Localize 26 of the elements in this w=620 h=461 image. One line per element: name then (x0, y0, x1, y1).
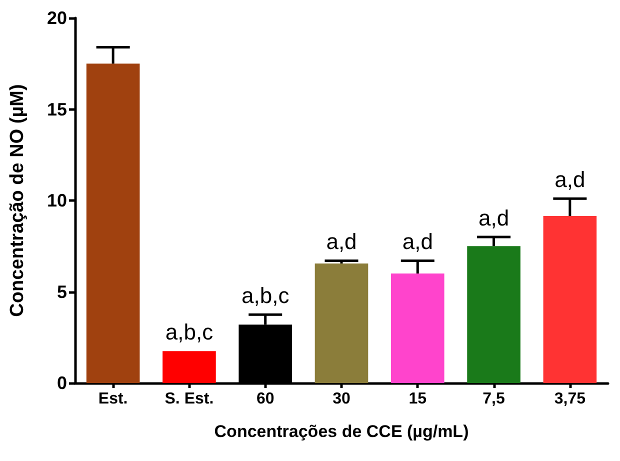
y-tick-label: 0 (56, 373, 67, 393)
y-tick-label: 20 (46, 8, 67, 28)
y-tick-label: 15 (46, 99, 67, 120)
x-tick-label: 15 (408, 390, 427, 408)
annotation: a,d (402, 229, 433, 254)
annotation: a,b,c (165, 320, 214, 345)
bar (86, 64, 140, 383)
annotation: a,b,c (242, 283, 290, 308)
x-tick-label: S. Est. (164, 390, 214, 408)
annotation: a,d (478, 206, 510, 230)
annotation: a,d (326, 229, 357, 254)
bar (314, 263, 368, 383)
x-tick-label: 30 (332, 390, 350, 408)
y-tick-label: 5 (56, 282, 67, 302)
annotation: a,d (554, 167, 586, 192)
x-tick-label: 3,75 (554, 390, 586, 408)
y-tick-label: 10 (46, 190, 67, 210)
y-axis-title: Concentração de NO (µM) (7, 84, 28, 317)
x-tick-label: Est. (98, 390, 128, 408)
x-axis-title: Concentrações de CCE (µg/mL) (214, 422, 469, 441)
x-tick-label: 7,5 (482, 390, 506, 408)
x-tick-label: 60 (256, 390, 274, 408)
bar (543, 216, 597, 383)
bar (162, 351, 216, 383)
bar (467, 246, 520, 383)
bar (390, 274, 444, 383)
